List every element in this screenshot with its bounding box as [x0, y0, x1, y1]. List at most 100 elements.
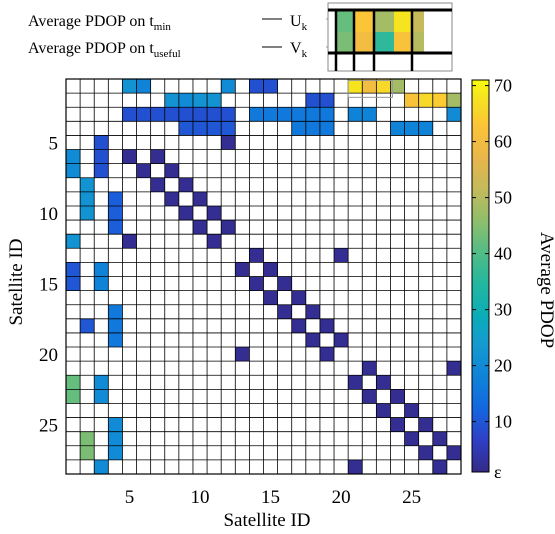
heatmap-cell-r23-c3: [94, 389, 109, 404]
heatmap-cell-r4-c10: [192, 121, 208, 136]
heatmap-cell-r6-c7: [150, 149, 165, 164]
heatmap-cell-r1-c22: [362, 79, 377, 94]
y-tick-label-25: 25: [39, 416, 58, 437]
heatmap-cell-r4-c24: [390, 121, 405, 136]
heatmap-cell-r2-c26: [418, 93, 433, 108]
inset-cell-bottom-2: [374, 32, 394, 53]
heatmap-cell-r19-c18: [305, 332, 320, 348]
heatmap-cell-r21-c28: [446, 361, 461, 376]
colorbar-tick-label: 10: [494, 412, 512, 432]
heatmap-cell-r3-c15: [263, 107, 278, 122]
colorbar-tick-label: 70: [494, 76, 512, 96]
heatmap-cell-r3-c28: [446, 107, 461, 122]
heatmap-cell-r10-c4: [108, 205, 123, 221]
colorbar-tick-label: 40: [494, 244, 512, 264]
y-tick-label-5: 5: [49, 133, 59, 154]
heatmap-cell-r8-c9: [178, 177, 193, 192]
inset-cell-bottom-3: [394, 32, 412, 53]
heatmap-cell-r3-c9: [178, 107, 193, 122]
heatmap-cell-r25-c26: [418, 417, 433, 432]
heatmap-cell-r24-c25: [404, 403, 419, 418]
colorbar-tick-label: 30: [494, 300, 512, 320]
heatmap-cell-r10-c11: [207, 205, 222, 221]
heatmap-cell-r4-c12: [221, 121, 236, 136]
heatmap-cell-r28-c3: [94, 459, 109, 474]
heatmap-cell-r6-c3: [94, 149, 109, 164]
x-tick-label-25: 25: [402, 487, 421, 508]
heatmap-cell-r1-c23: [376, 79, 391, 94]
heatmap-cell-r27-c4: [108, 445, 123, 460]
heatmap-cell-r23-c24: [390, 389, 405, 404]
heatmap-cell-r15-c14: [249, 276, 264, 291]
heatmap-cell-r2-c25: [404, 93, 419, 108]
heatmap-cell-r9-c4: [108, 191, 123, 206]
y-axis-ticks: 5 10 15 20 25: [39, 133, 58, 436]
heatmap-cell-r10-c9: [178, 205, 193, 221]
heatmap-cell-r15-c16: [277, 276, 292, 291]
colorbar-tick-label: ε: [494, 462, 502, 482]
heatmap-cell-r22-c21: [348, 375, 363, 390]
heatmap-cell-r19-c4: [108, 332, 123, 348]
heatmap-cell-r27-c26: [418, 445, 433, 460]
heatmap-cell-r7-c8: [164, 163, 179, 178]
heatmap-cell-r3-c6: [136, 107, 151, 122]
heatmap-cell-r10-c2: [80, 205, 95, 221]
heatmap-cell-r24-c23: [376, 403, 391, 418]
inset-symbol-v: Vk: [290, 40, 308, 60]
heatmap-cell-r26-c25: [404, 431, 419, 446]
heatmap-cell-r1-c15: [263, 79, 278, 94]
inset-cell-bottom-1: [354, 32, 374, 53]
heatmap-cell-r27-c2: [80, 445, 95, 460]
heatmap-cell-r11-c12: [221, 220, 236, 235]
heatmap-cell-r2-c19: [319, 93, 335, 108]
heatmap-cell-r23-c1: [66, 389, 81, 404]
heatmap-cell-r1-c5: [122, 79, 137, 94]
heatmap-cell-r2-c28: [446, 93, 461, 108]
heatmap-cell-r2-c9: [178, 93, 193, 108]
heatmap-cell-r1-c14: [249, 79, 264, 94]
heatmap-cell-r2-c18: [305, 93, 320, 108]
heatmap-cell-r6-c5: [122, 149, 137, 164]
heatmap-cell-r22-c1: [66, 375, 81, 390]
x-axis-label: Satellite ID: [223, 510, 310, 531]
heatmap-cell-r4-c11: [207, 121, 222, 136]
heatmap-cell-r14-c13: [235, 262, 250, 277]
inset-symbol-v-main: V: [290, 40, 302, 57]
heatmap-cell-r16-c17: [291, 290, 306, 305]
heatmap-cell-r5-c3: [94, 135, 109, 150]
heatmap-matrix: [65, 78, 462, 475]
colorbar-gradient: [471, 79, 490, 473]
inset-symbol-u-sub: k: [302, 21, 308, 33]
heatmap-cell-r14-c1: [66, 262, 81, 277]
colorbar-tick-label: 60: [494, 132, 512, 152]
heatmap-cell-r25-c4: [108, 417, 123, 432]
heatmap-cell-r18-c19: [319, 318, 335, 333]
heatmap-cell-r3-c11: [207, 107, 222, 122]
heatmap-cell-r3-c18: [305, 107, 320, 122]
heatmap-cell-r7-c3: [94, 163, 109, 178]
heatmap-cell-r1-c24: [390, 79, 405, 94]
heatmap-cell-r18-c17: [291, 318, 306, 333]
heatmap-cell-r11-c4: [108, 220, 123, 235]
heatmap-cell-r11-c10: [192, 220, 208, 235]
inset-label-u: Average PDOP on tmin: [28, 13, 171, 33]
x-tick-label-10: 10: [191, 487, 210, 508]
inset-zoom: [327, 2, 453, 72]
inset-label-v-main: Average PDOP on t: [28, 40, 154, 57]
heatmap-cell-r9-c2: [80, 191, 95, 206]
heatmap-cell-r3-c14: [249, 107, 264, 122]
heatmap-cell-r1-c12: [221, 79, 236, 94]
heatmap-cell-r27-c28: [446, 445, 461, 460]
heatmap-cell-r19-c20: [334, 332, 349, 348]
heatmap-cell-r4-c19: [319, 121, 335, 136]
y-tick-label-10: 10: [39, 204, 58, 225]
heatmap-cell-r3-c7: [150, 107, 165, 122]
heatmap-cell-r2-c11: [207, 93, 222, 108]
heatmap-cell-r17-c16: [277, 304, 292, 319]
heatmap-cell-r28-c27: [432, 459, 447, 474]
heatmap-cell-r8-c7: [150, 177, 165, 192]
inset-label-u-main: Average PDOP on t: [28, 13, 154, 30]
heatmap-cell-r8-c2: [80, 177, 95, 192]
heatmap-cell-r26-c2: [80, 431, 95, 446]
